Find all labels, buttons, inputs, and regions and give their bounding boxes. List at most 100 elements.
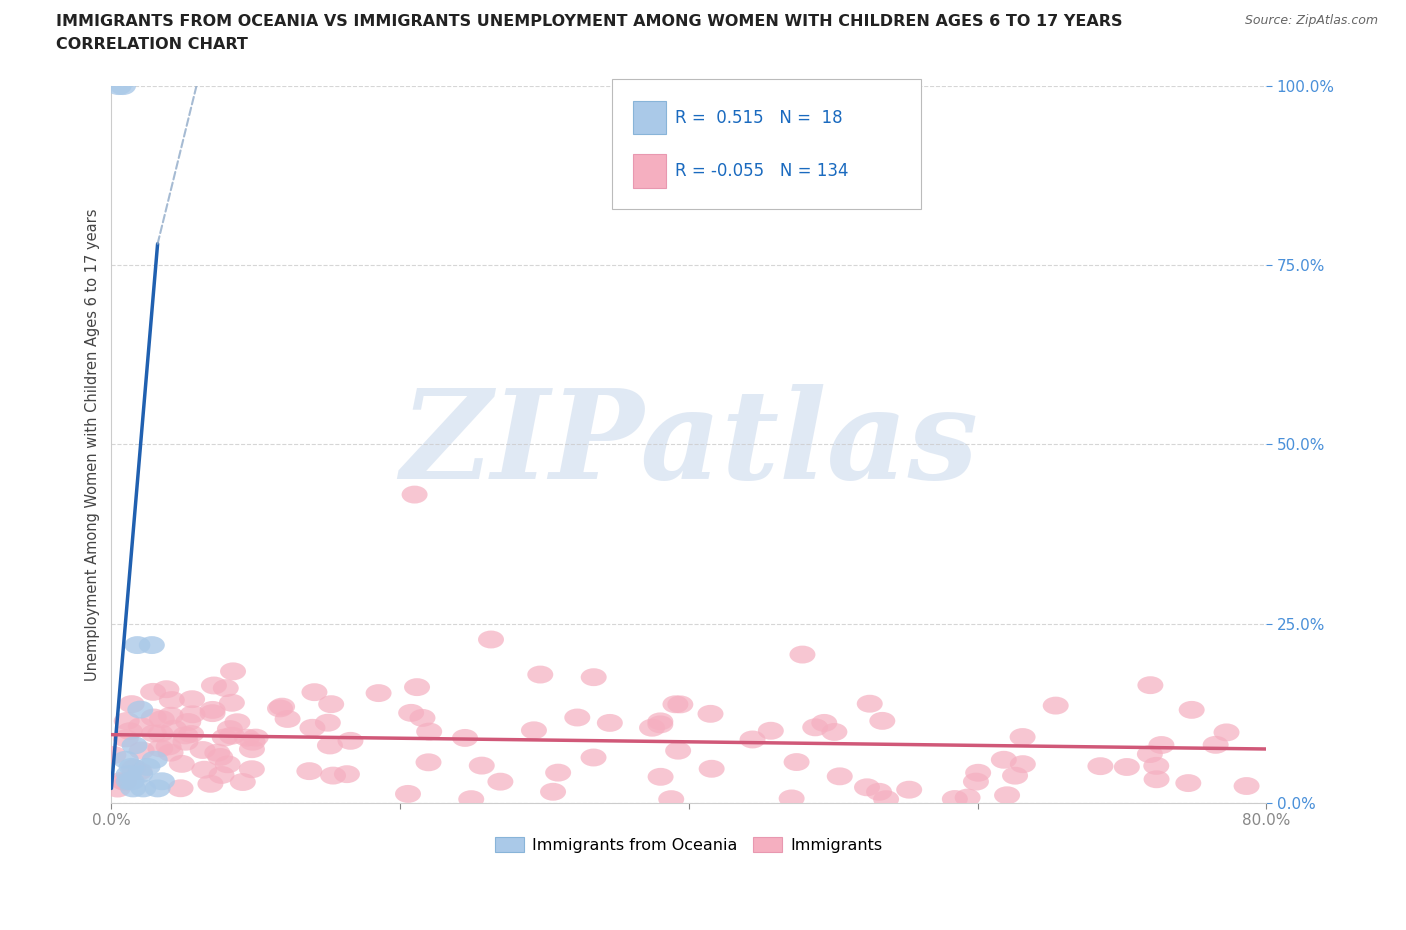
Ellipse shape — [115, 772, 142, 790]
Ellipse shape — [141, 709, 167, 726]
Ellipse shape — [1114, 758, 1140, 776]
Ellipse shape — [564, 709, 591, 726]
Ellipse shape — [581, 669, 607, 686]
Text: IMMIGRANTS FROM OCEANIA VS IMMIGRANTS UNEMPLOYMENT AMONG WOMEN WITH CHILDREN AGE: IMMIGRANTS FROM OCEANIA VS IMMIGRANTS UN… — [56, 14, 1123, 29]
Ellipse shape — [1149, 736, 1174, 754]
Ellipse shape — [581, 749, 606, 766]
Ellipse shape — [827, 767, 852, 785]
Ellipse shape — [149, 772, 174, 790]
Ellipse shape — [1087, 757, 1114, 775]
Ellipse shape — [201, 676, 226, 695]
Ellipse shape — [1175, 774, 1201, 792]
Ellipse shape — [142, 751, 167, 769]
Ellipse shape — [335, 765, 360, 783]
Ellipse shape — [112, 751, 139, 769]
Ellipse shape — [274, 710, 301, 728]
Ellipse shape — [963, 773, 988, 790]
Ellipse shape — [239, 740, 264, 758]
Y-axis label: Unemployment Among Women with Children Ages 6 to 17 years: Unemployment Among Women with Children A… — [86, 208, 100, 681]
Ellipse shape — [779, 790, 804, 807]
Ellipse shape — [1143, 770, 1170, 789]
Ellipse shape — [118, 772, 145, 790]
Ellipse shape — [869, 711, 896, 730]
Ellipse shape — [896, 780, 922, 799]
Ellipse shape — [212, 728, 238, 747]
Text: R =  0.515   N =  18: R = 0.515 N = 18 — [675, 109, 842, 126]
Ellipse shape — [803, 718, 828, 737]
Ellipse shape — [598, 714, 623, 732]
Ellipse shape — [662, 696, 689, 713]
Ellipse shape — [139, 636, 165, 654]
Ellipse shape — [297, 763, 322, 780]
Ellipse shape — [821, 723, 848, 741]
Ellipse shape — [190, 741, 215, 759]
Ellipse shape — [104, 779, 131, 798]
Ellipse shape — [965, 764, 991, 782]
Ellipse shape — [1043, 697, 1069, 714]
Ellipse shape — [167, 779, 194, 797]
Ellipse shape — [267, 699, 292, 717]
Ellipse shape — [402, 485, 427, 503]
Ellipse shape — [942, 790, 967, 808]
Ellipse shape — [658, 790, 685, 808]
Ellipse shape — [321, 766, 346, 785]
Ellipse shape — [207, 748, 233, 766]
Ellipse shape — [145, 779, 170, 797]
Ellipse shape — [647, 712, 673, 730]
Ellipse shape — [129, 741, 155, 760]
Ellipse shape — [991, 751, 1017, 769]
Ellipse shape — [318, 696, 344, 713]
Ellipse shape — [783, 753, 810, 771]
Text: ZIPatlas: ZIPatlas — [399, 384, 979, 505]
Ellipse shape — [148, 724, 173, 742]
Ellipse shape — [1137, 745, 1163, 763]
Ellipse shape — [128, 700, 153, 719]
Ellipse shape — [173, 726, 198, 744]
Ellipse shape — [219, 694, 245, 711]
Ellipse shape — [115, 765, 142, 783]
Ellipse shape — [873, 790, 898, 808]
Ellipse shape — [488, 773, 513, 790]
Ellipse shape — [366, 684, 392, 702]
Ellipse shape — [180, 705, 205, 724]
Ellipse shape — [121, 737, 148, 754]
Ellipse shape — [856, 695, 883, 712]
Ellipse shape — [451, 729, 478, 747]
Ellipse shape — [105, 77, 132, 95]
Ellipse shape — [233, 729, 260, 747]
Ellipse shape — [955, 789, 980, 806]
Ellipse shape — [191, 761, 218, 778]
Ellipse shape — [217, 720, 243, 738]
Ellipse shape — [1233, 777, 1260, 795]
Ellipse shape — [1002, 766, 1028, 785]
Ellipse shape — [740, 731, 765, 749]
Ellipse shape — [398, 704, 425, 722]
Ellipse shape — [215, 755, 240, 773]
Ellipse shape — [416, 723, 441, 740]
Ellipse shape — [212, 679, 239, 698]
Ellipse shape — [758, 722, 783, 739]
Ellipse shape — [697, 705, 724, 723]
Ellipse shape — [316, 737, 343, 754]
Ellipse shape — [197, 775, 224, 792]
Ellipse shape — [640, 719, 665, 737]
Ellipse shape — [179, 690, 205, 708]
Ellipse shape — [114, 712, 139, 730]
Ellipse shape — [118, 695, 145, 713]
Ellipse shape — [540, 783, 567, 801]
Ellipse shape — [200, 701, 225, 719]
Ellipse shape — [157, 707, 184, 724]
Ellipse shape — [1137, 676, 1163, 694]
Ellipse shape — [243, 728, 269, 747]
Ellipse shape — [416, 753, 441, 771]
Ellipse shape — [141, 683, 166, 701]
Ellipse shape — [527, 666, 554, 684]
Ellipse shape — [1010, 755, 1036, 773]
Ellipse shape — [853, 778, 880, 796]
Ellipse shape — [478, 631, 503, 648]
Ellipse shape — [269, 698, 295, 715]
Ellipse shape — [110, 772, 135, 790]
Ellipse shape — [204, 744, 231, 762]
Ellipse shape — [173, 733, 198, 751]
Ellipse shape — [468, 757, 495, 775]
